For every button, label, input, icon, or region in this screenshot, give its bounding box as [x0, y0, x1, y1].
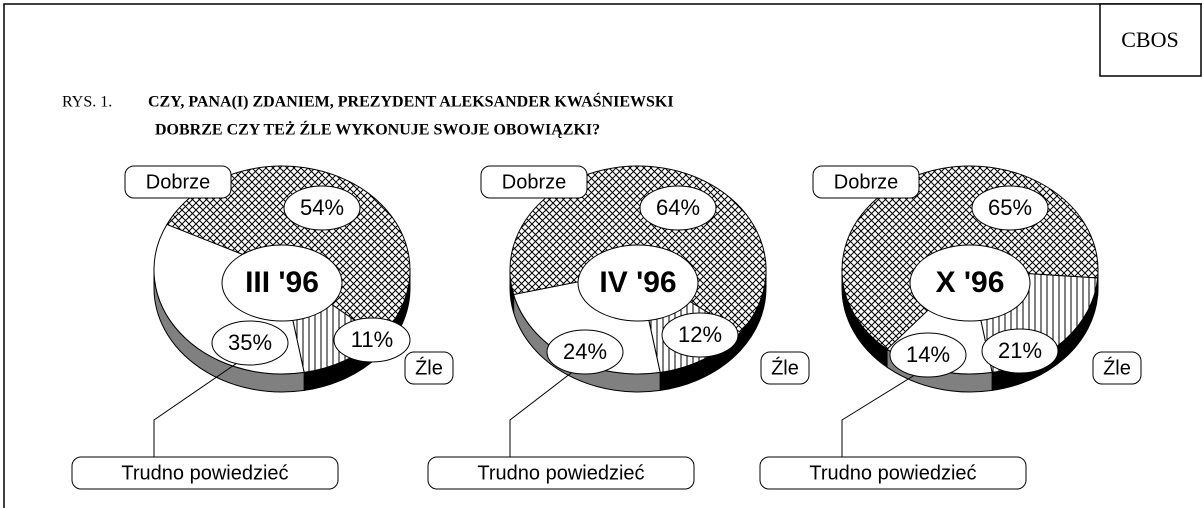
- category-label: Trudno powiedzieć: [809, 462, 976, 484]
- category-box: [404, 351, 454, 385]
- category-label: Trudno powiedzieć: [121, 462, 288, 484]
- chart-title: IV '96: [599, 266, 676, 299]
- chart-title: X '96: [936, 266, 1005, 299]
- category-label: Dobrze: [146, 171, 210, 193]
- value-label-bg: [283, 185, 361, 231]
- chart-title: III '96: [245, 266, 319, 299]
- value-label-bg: [889, 332, 967, 378]
- category-label: Dobrze: [502, 171, 566, 193]
- value-label: 54%: [300, 195, 344, 220]
- value-label: 64%: [656, 195, 700, 220]
- value-label-bg: [639, 185, 717, 231]
- leader-line: [509, 369, 576, 457]
- value-label-bg: [661, 312, 739, 358]
- value-label: 35%: [228, 330, 272, 355]
- category-label: Źle: [415, 356, 443, 379]
- chart-title-bg: [577, 244, 699, 322]
- category-box: [1092, 351, 1142, 385]
- value-label: 12%: [678, 322, 722, 347]
- value-label: 24%: [563, 339, 607, 364]
- value-label: 65%: [988, 195, 1032, 220]
- category-box: [812, 165, 920, 199]
- category-box: [427, 456, 695, 490]
- chart-title-bg: [221, 244, 343, 322]
- chart-title-bg: [909, 244, 1031, 322]
- value-label: 14%: [906, 342, 950, 367]
- category-label: Trudno powiedzieć: [477, 462, 644, 484]
- title: CZY, PANA(I) ZDANIEM, PREZYDENT ALEKSAND…: [148, 92, 674, 111]
- frame: [3, 3, 1202, 508]
- category-box: [759, 456, 1027, 490]
- title: DOBRZE CZY TEŻ ŹLE WYKONUJE SWOJE OBOWIĄ…: [155, 120, 600, 139]
- category-label: Źle: [771, 356, 799, 379]
- figure-number: RYS. 1.: [62, 94, 112, 111]
- source-box: [1099, 3, 1202, 77]
- category-label: Dobrze: [834, 171, 898, 193]
- value-label-bg: [546, 329, 624, 375]
- value-label-bg: [981, 328, 1059, 374]
- category-box: [71, 456, 339, 490]
- category-box: [480, 165, 588, 199]
- source: CBOS: [1121, 27, 1178, 52]
- category-box: [760, 351, 810, 385]
- category-label: Źle: [1103, 356, 1131, 379]
- category-box: [124, 165, 232, 199]
- value-label-bg: [971, 185, 1049, 231]
- value-label: 11%: [351, 327, 393, 352]
- leader-line: [841, 372, 919, 457]
- value-label: 21%: [998, 338, 1042, 363]
- value-label-bg: [211, 320, 289, 366]
- leader-line: [153, 360, 241, 457]
- value-label-bg: [333, 317, 411, 363]
